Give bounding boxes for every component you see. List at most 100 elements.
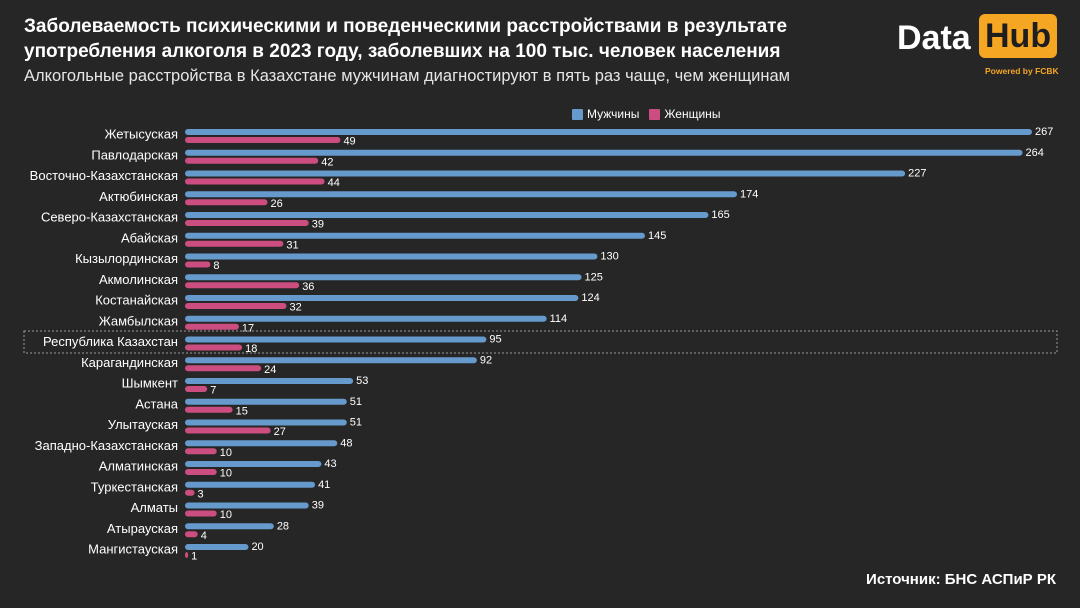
bar-women [185, 137, 341, 143]
bar-men [185, 419, 347, 426]
legend-label-women: Женщины [664, 107, 721, 121]
bar-women [185, 344, 243, 351]
bar-women [185, 427, 271, 434]
legend-item-men: Мужчины [572, 107, 639, 121]
value-label-men: 39 [312, 500, 324, 512]
chart-title: Заболеваемость психическими и поведенчес… [24, 16, 788, 62]
bar-men [185, 253, 598, 260]
bar-men [185, 232, 645, 239]
bar-women [185, 552, 189, 558]
category-label: Карагандинская [81, 355, 178, 370]
bar-women [185, 510, 217, 517]
chart-legend: Мужчины Женщины [572, 106, 730, 122]
value-label-women: 36 [302, 281, 314, 293]
bar-men [185, 357, 477, 364]
legend-swatch-men [572, 108, 583, 120]
legend-item-women: Женщины [649, 107, 720, 121]
category-label: Павлодарская [91, 147, 178, 162]
value-label-men: 165 [711, 209, 729, 221]
logo-data-text: Data [897, 19, 971, 57]
bar-men [185, 502, 309, 509]
bar-men [185, 523, 274, 530]
bar-men [185, 481, 316, 488]
value-label-women: 39 [312, 219, 324, 231]
value-label-women: 10 [220, 447, 232, 459]
bar-women [185, 178, 325, 185]
value-label-men: 95 [489, 334, 501, 346]
value-label-women: 17 [242, 322, 254, 334]
logo-hub-text: Hub [979, 14, 1058, 58]
bar-women [185, 323, 239, 330]
bar-women [185, 531, 198, 538]
value-label-women: 7 [210, 385, 216, 397]
value-label-men: 51 [350, 396, 362, 408]
category-label: Западно-Казахстанская [35, 438, 178, 453]
value-label-men: 130 [600, 251, 618, 263]
bar-men [185, 295, 579, 301]
chart-subtitle: Алкогольные расстройства в Казахстане му… [24, 67, 791, 85]
category-label: Улытауская [108, 417, 178, 432]
value-label-men: 43 [324, 458, 336, 470]
value-label-women: 44 [328, 177, 340, 189]
bar-women [185, 303, 287, 309]
bar-women [185, 199, 268, 206]
bar-women [185, 489, 195, 496]
source-note: Источник: БНС АСПиР РК [866, 571, 1056, 588]
category-label: Шымкент [122, 376, 178, 391]
value-label-men: 41 [318, 479, 330, 491]
value-label-women: 15 [236, 405, 248, 417]
value-label-men: 145 [648, 230, 666, 242]
legend-label-men: Мужчины [587, 107, 640, 121]
category-label: Астана [135, 396, 178, 411]
category-label: Мангистауская [88, 542, 178, 557]
value-label-men: 114 [550, 313, 568, 325]
legend-swatch-women [649, 108, 661, 120]
value-label-men: 92 [480, 354, 492, 366]
bar-women [185, 157, 319, 164]
value-label-men: 267 [1035, 126, 1053, 138]
value-label-women: 26 [270, 198, 282, 210]
bar-men [185, 274, 582, 281]
bar-men [185, 212, 709, 218]
value-label-men: 48 [340, 437, 352, 449]
value-label-men: 51 [350, 417, 362, 429]
bar-men [185, 149, 1023, 156]
value-label-men: 125 [585, 271, 603, 283]
value-label-women: 49 [343, 136, 355, 148]
value-label-women: 31 [286, 239, 298, 251]
category-label: Атырауская [107, 521, 178, 536]
bar-women [185, 469, 217, 475]
bar-women [185, 386, 208, 392]
bar-women [185, 448, 217, 455]
value-label-men: 20 [251, 541, 263, 553]
bar-women [185, 406, 233, 413]
logo-powered-text: Powered by FCBK [985, 66, 1059, 76]
category-label: Актюбинская [99, 189, 178, 204]
category-label: Алматинская [99, 459, 178, 474]
value-label-men: 28 [277, 520, 289, 532]
value-label-women: 1 [191, 551, 197, 563]
value-label-women: 32 [290, 302, 302, 314]
bar-women [185, 220, 309, 226]
bar-men [185, 129, 1032, 135]
value-label-men: 174 [740, 188, 758, 200]
value-label-women: 42 [321, 156, 333, 168]
category-label: Кызылординская [75, 251, 178, 266]
datahub-logo[interactable]: Data Hub Powered by FCBK [897, 14, 1059, 80]
bar-men [185, 378, 354, 384]
value-label-women: 24 [264, 364, 276, 376]
value-label-men: 124 [581, 292, 599, 304]
bar-men [185, 336, 487, 343]
bar-men [185, 398, 347, 405]
value-label-men: 53 [356, 375, 368, 387]
bar-men [185, 461, 322, 467]
value-label-women: 10 [220, 468, 232, 480]
bar-men [185, 440, 338, 447]
value-label-women: 3 [198, 488, 204, 500]
value-label-women: 10 [220, 509, 232, 521]
value-label-women: 4 [201, 530, 207, 542]
bar-women [185, 261, 211, 268]
category-label: Акмолинская [99, 272, 178, 287]
bar-women [185, 240, 284, 247]
